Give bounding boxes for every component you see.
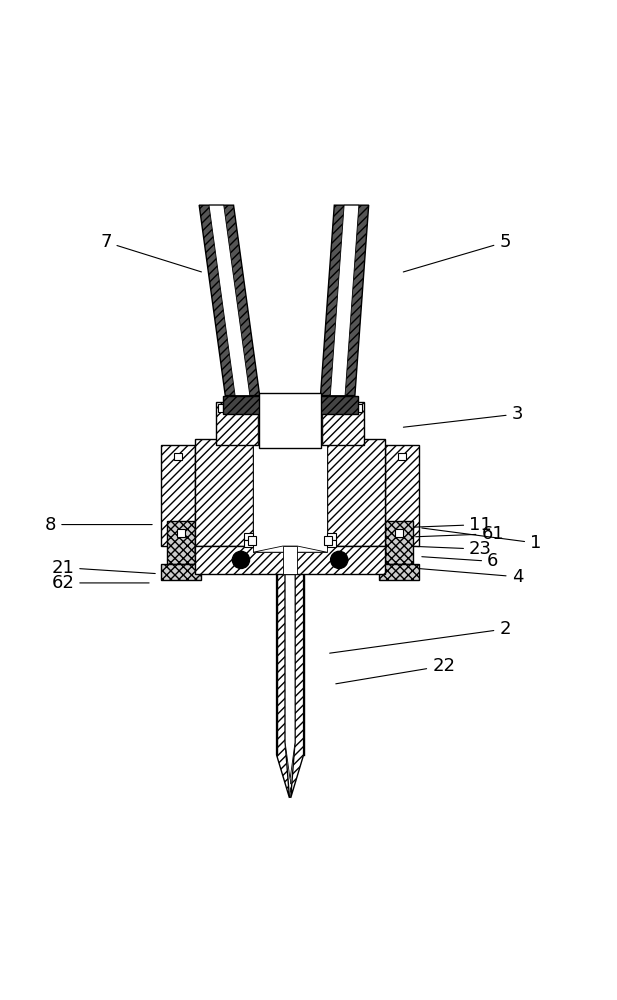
Text: 7: 7 [100, 233, 201, 272]
Text: 11: 11 [404, 516, 492, 534]
Polygon shape [385, 445, 419, 546]
Polygon shape [385, 521, 413, 564]
Bar [253, 439, 327, 552]
Polygon shape [209, 205, 250, 396]
Polygon shape [195, 439, 253, 552]
Circle shape [233, 551, 249, 568]
Polygon shape [167, 521, 195, 564]
Text: 3: 3 [404, 405, 523, 427]
Text: 1: 1 [422, 528, 542, 552]
Polygon shape [276, 552, 289, 798]
Polygon shape [217, 402, 258, 445]
Bar [259, 393, 321, 448]
Polygon shape [199, 205, 260, 396]
Text: 5: 5 [404, 233, 511, 272]
Polygon shape [379, 564, 419, 580]
Polygon shape [223, 396, 262, 414]
Text: 21: 21 [51, 559, 155, 577]
Polygon shape [327, 546, 385, 552]
Polygon shape [320, 205, 369, 396]
Bar [355, 404, 362, 412]
Polygon shape [330, 205, 359, 396]
Bar [247, 536, 256, 545]
Text: 4: 4 [410, 568, 523, 586]
Text: 23: 23 [410, 540, 492, 558]
Bar [174, 453, 181, 460]
Bar [244, 533, 253, 540]
Bar [177, 529, 185, 537]
Text: 62: 62 [51, 574, 149, 592]
Polygon shape [195, 546, 385, 574]
Polygon shape [322, 402, 364, 445]
Bar [244, 540, 253, 547]
Text: 22: 22 [336, 657, 455, 684]
Bar [399, 453, 406, 460]
Bar [218, 404, 226, 412]
Text: 6: 6 [422, 552, 499, 570]
Bar [283, 546, 297, 574]
Circle shape [331, 551, 348, 568]
Polygon shape [253, 546, 327, 552]
Polygon shape [285, 552, 295, 779]
Polygon shape [291, 552, 304, 798]
Bar [327, 540, 336, 547]
Bar [395, 529, 403, 537]
Text: 2: 2 [329, 620, 511, 653]
Bar [327, 533, 336, 540]
Bar [324, 536, 333, 545]
Polygon shape [195, 546, 253, 552]
Polygon shape [161, 445, 195, 546]
Polygon shape [327, 439, 385, 552]
Text: 61: 61 [416, 525, 504, 543]
Bar [258, 402, 322, 445]
Polygon shape [161, 564, 201, 580]
Polygon shape [318, 396, 358, 414]
Text: 8: 8 [45, 516, 152, 534]
